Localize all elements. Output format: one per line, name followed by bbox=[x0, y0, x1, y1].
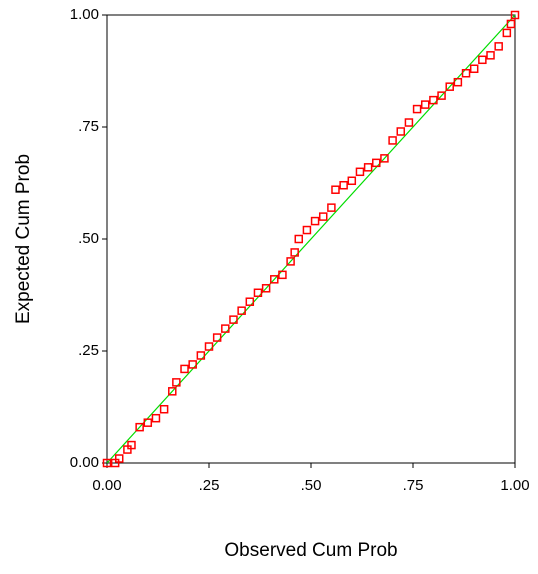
point bbox=[114, 454, 124, 463]
y-axis-label: Expected Cum Prob bbox=[13, 154, 34, 324]
point bbox=[261, 284, 271, 293]
point bbox=[429, 95, 438, 105]
x-axis-label: Observed Cum Prob bbox=[224, 540, 397, 561]
point bbox=[494, 42, 503, 51]
y-tick-label: 1.00 bbox=[70, 6, 99, 23]
point bbox=[204, 342, 214, 351]
point bbox=[510, 10, 520, 20]
point bbox=[151, 413, 161, 423]
y-tick-label: 0.00 bbox=[70, 454, 99, 471]
x-tick-label: 1.00 bbox=[500, 477, 529, 494]
point bbox=[229, 315, 238, 324]
point bbox=[437, 91, 446, 100]
point bbox=[159, 404, 169, 414]
point bbox=[196, 351, 206, 360]
point bbox=[253, 288, 263, 298]
point bbox=[461, 68, 471, 78]
point bbox=[172, 378, 181, 387]
point bbox=[469, 64, 479, 74]
point bbox=[339, 180, 348, 190]
point bbox=[290, 248, 299, 257]
point bbox=[420, 100, 430, 109]
point bbox=[445, 82, 454, 91]
point bbox=[380, 154, 389, 163]
point bbox=[502, 28, 512, 38]
point bbox=[237, 306, 246, 315]
point bbox=[212, 333, 222, 342]
point bbox=[143, 418, 153, 427]
point bbox=[188, 360, 197, 369]
point bbox=[318, 212, 328, 221]
point bbox=[404, 118, 414, 127]
point bbox=[168, 387, 177, 396]
point bbox=[294, 234, 304, 244]
x-tick-label: .75 bbox=[403, 477, 424, 494]
point bbox=[127, 440, 136, 450]
y-tick-label: .25 bbox=[78, 342, 99, 359]
point bbox=[302, 225, 312, 235]
point bbox=[102, 458, 112, 468]
point bbox=[331, 185, 340, 194]
point bbox=[486, 51, 495, 60]
point bbox=[412, 104, 422, 114]
point bbox=[270, 275, 279, 284]
point bbox=[396, 127, 406, 136]
x-tick-label: .25 bbox=[199, 477, 220, 494]
point bbox=[180, 364, 189, 374]
x-tick-label: .50 bbox=[301, 477, 322, 494]
point bbox=[355, 167, 365, 177]
point bbox=[506, 19, 516, 29]
point bbox=[245, 297, 255, 306]
y-tick-label: .75 bbox=[78, 118, 99, 135]
point bbox=[372, 158, 381, 168]
point bbox=[347, 176, 357, 186]
point bbox=[388, 136, 397, 145]
point bbox=[278, 270, 287, 280]
point bbox=[221, 324, 230, 333]
point bbox=[478, 55, 487, 65]
point bbox=[135, 422, 144, 432]
point bbox=[327, 203, 336, 212]
y-tick-label: .50 bbox=[78, 230, 99, 247]
point bbox=[310, 216, 320, 226]
x-tick-label: 0.00 bbox=[92, 477, 121, 494]
point bbox=[363, 163, 373, 172]
point bbox=[286, 257, 295, 266]
point bbox=[453, 77, 463, 87]
